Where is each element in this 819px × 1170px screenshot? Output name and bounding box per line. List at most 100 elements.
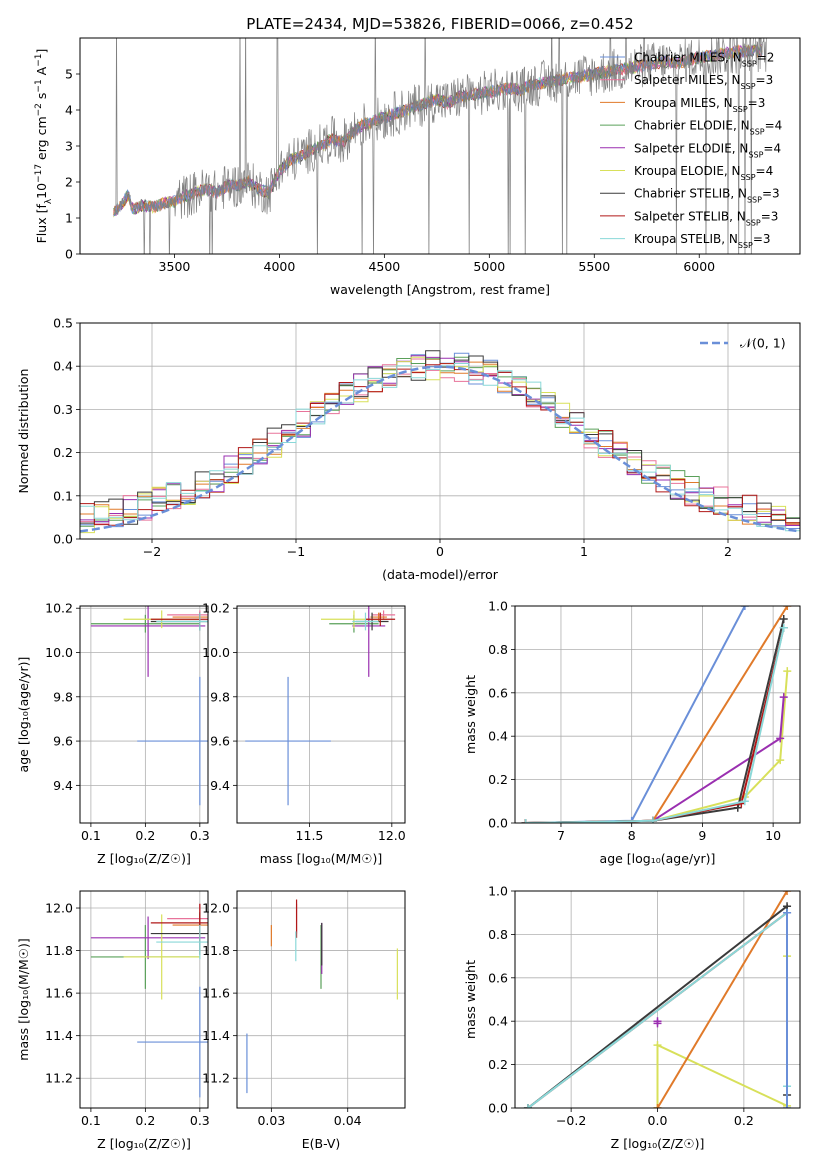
y-tick-label: 3 — [65, 139, 73, 154]
y-tick-label: 0.0 — [488, 816, 508, 831]
x-tick-label: 7 — [557, 828, 565, 843]
x-tick-label: 5500 — [578, 259, 610, 274]
x-tick-label: 0.2 — [734, 1113, 754, 1128]
mass-weight-marker — [783, 908, 792, 917]
gridlines — [237, 891, 405, 1108]
legend-label: Kroupa ELODIE, NSSP=4 — [634, 164, 773, 182]
figure-title: PLATE=2434, MJD=53826, FIBERID=0066, z=0… — [246, 15, 633, 33]
errorbar-point — [123, 914, 200, 1000]
x-tick-label: 0.3 — [190, 828, 210, 843]
y-tick-label: 0.5 — [53, 316, 73, 331]
axes-frame — [79, 322, 801, 540]
mass-weight-marker — [783, 891, 792, 895]
mass-weight-marker — [521, 819, 530, 823]
errorbar-point — [156, 612, 208, 631]
plot-area — [245, 606, 396, 806]
y-tick-label: 11.8 — [202, 943, 230, 958]
mass-weight-vs-age-plot: 7 8 9 10 0.0 0.2 0.4 0.6 0.8 1.0 age [log₁₀(age/yr… — [463, 599, 801, 866]
errorbar-point — [137, 986, 208, 1098]
mass-weight-marker — [653, 1104, 662, 1108]
x-tick-label: 4500 — [368, 259, 400, 274]
mass-weight-line — [525, 671, 789, 823]
residual-histogram — [80, 363, 800, 526]
x-tick-label: 0.03 — [257, 1113, 285, 1128]
y-tick-label: 0.8 — [488, 642, 508, 657]
y-tick-label: 0.0 — [53, 532, 73, 547]
x-tick-label: −2 — [143, 544, 161, 559]
legend-label: Chabrier ELODIE, NSSP=4 — [634, 119, 782, 137]
plot-area — [523, 891, 792, 1108]
errorbar-point — [137, 676, 208, 806]
axes-frame — [236, 890, 406, 1109]
plot-area — [521, 606, 792, 823]
data-spectrum-line — [113, 38, 767, 254]
x-tick-label: 4000 — [264, 259, 296, 274]
age-vs-metallicity-plot: 0.1 0.2 0.3 9.4 9.6 9.8 10.0 10.2 Z [log₁₀(Z/Z☉)… — [16, 601, 210, 866]
y-tick-label: 5 — [65, 67, 73, 82]
mass-weight-marker — [783, 606, 792, 610]
y-tick-label: 0.1 — [53, 488, 73, 503]
errorbar-point — [365, 612, 396, 626]
legend-label: Salpeter MILES, NSSP=3 — [634, 73, 773, 91]
x-tick-label: 12.0 — [378, 828, 406, 843]
x-tick-label: 0 — [436, 544, 444, 559]
y-tick-label: 11.4 — [45, 1028, 73, 1043]
y-tick-label: 9.6 — [53, 734, 73, 749]
y-tick-label: 11.8 — [45, 943, 73, 958]
y-tick-label: 12.0 — [45, 901, 73, 916]
legend-label: 𝒩(0, 1) — [740, 336, 786, 351]
mass-weight-line — [525, 606, 746, 823]
y-tick-label: 11.4 — [202, 1028, 230, 1043]
x-tick-label: 0.3 — [190, 1113, 210, 1128]
residual-histogram-plot: −2 −1 0 1 2 0.0 0.1 0.2 0.3 0.4 0.5 (data-model)/er… — [16, 316, 801, 582]
errorbar-point — [90, 614, 200, 633]
y-tick-label: 0.6 — [488, 970, 508, 985]
errorbar-point — [90, 606, 206, 677]
y-tick-label: 9.4 — [210, 778, 230, 793]
x-tick-label: 0.04 — [334, 1113, 362, 1128]
y-tick-label: 11.2 — [202, 1071, 230, 1086]
legend: 𝒩(0, 1) — [700, 336, 786, 351]
y-tick-label: 11.2 — [45, 1071, 73, 1086]
mass-weight-marker — [783, 1104, 792, 1108]
mass-weight-marker — [648, 816, 657, 823]
y-tick-label: 2 — [65, 175, 73, 190]
gridlines — [80, 891, 208, 1108]
gridlines — [80, 606, 208, 823]
legend-label: Kroupa MILES, NSSP=3 — [634, 96, 765, 114]
legend-label: Salpeter STELIB, NSSP=3 — [634, 209, 778, 227]
x-tick-label: 2 — [724, 544, 732, 559]
y-axis-label: Flux [fλ10−17 erg cm−2 s−1 A−1] — [34, 49, 54, 244]
x-axis-label: age [log₁₀(age/yr)] — [600, 851, 716, 866]
mass-weight-marker — [740, 606, 749, 610]
mass-weight-line — [656, 891, 788, 1108]
y-tick-label: 10.0 — [45, 645, 73, 660]
legend-label: Kroupa STELIB, NSSP=3 — [634, 232, 771, 250]
mass-weight-marker — [523, 1104, 532, 1108]
plot-area — [113, 38, 767, 254]
errorbar-point — [352, 612, 379, 631]
y-tick-label: 9.4 — [53, 778, 73, 793]
legend-label: Chabrier MILES, NSSP=2 — [634, 51, 774, 69]
y-tick-label: 0.8 — [488, 927, 508, 942]
mass-weight-vs-metallicity-plot: −0.2 0.0 0.2 0.0 0.2 0.4 0.6 0.8 1.0 Z [log₁₀(Z/Z… — [463, 884, 801, 1151]
y-axis-label: mass weight — [463, 960, 478, 1039]
errorbar-point — [156, 925, 208, 960]
x-tick-label: 0.2 — [135, 1113, 155, 1128]
axes-frame — [514, 605, 801, 824]
y-tick-label: 0.0 — [488, 1101, 508, 1116]
normal-distribution-curve — [80, 365, 800, 533]
y-tick-label: 0.2 — [488, 1057, 508, 1072]
legend-label: Salpeter ELODIE, NSSP=4 — [634, 141, 781, 159]
y-tick-label: 12.0 — [202, 901, 230, 916]
spectrum-plot: 3500 4000 4500 5000 5500 6000 0 1 2 3 4 5 wavelength… — [34, 37, 801, 297]
mass-weight-marker — [776, 734, 785, 743]
mass-weight-marker — [779, 615, 788, 624]
x-axis-label: E(B-V) — [302, 1136, 341, 1151]
axes-frame — [514, 890, 801, 1109]
errorbar-point — [370, 612, 387, 622]
x-tick-label: 6000 — [683, 259, 715, 274]
errorbar-point — [372, 610, 396, 620]
x-axis-label: wavelength [Angstrom, rest frame] — [330, 282, 550, 297]
